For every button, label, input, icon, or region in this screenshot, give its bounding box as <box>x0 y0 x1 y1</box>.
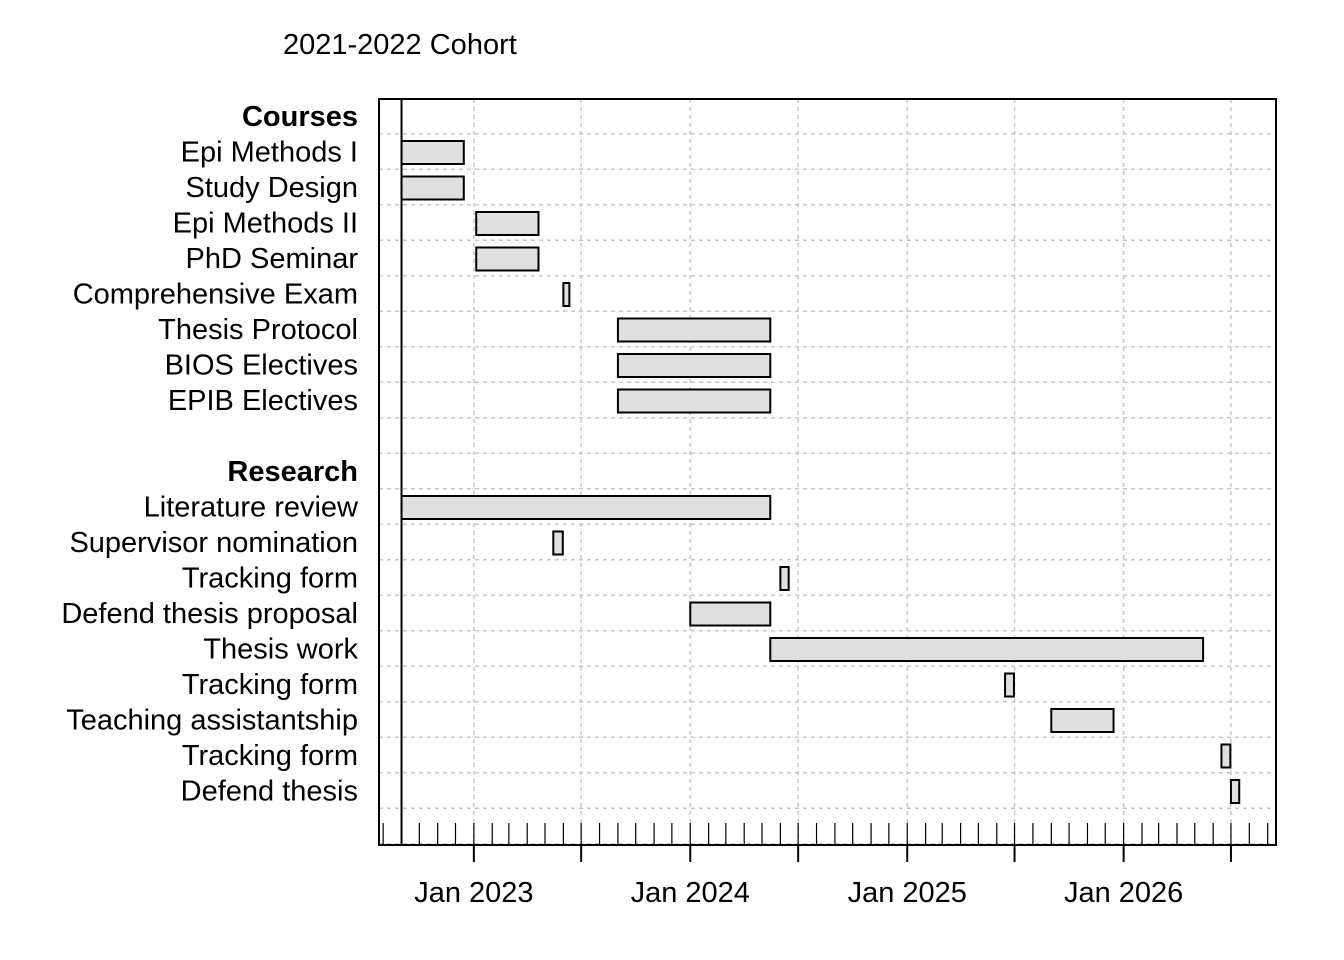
task-label: Thesis Protocol <box>158 314 358 346</box>
task-label: Thesis work <box>203 634 358 666</box>
task-label: Comprehensive Exam <box>73 279 358 311</box>
task-bar <box>769 637 1205 662</box>
plot-frame <box>378 98 1277 846</box>
task-bar <box>400 140 465 165</box>
task-bar <box>1050 708 1115 733</box>
task-label: Epi Methods II <box>173 208 358 240</box>
task-label: Defend thesis <box>181 776 358 808</box>
task-label: PhD Seminar <box>186 243 359 275</box>
task-bar <box>1220 743 1232 769</box>
task-bar <box>475 246 540 272</box>
task-label: Defend thesis proposal <box>61 598 358 630</box>
task-bar <box>689 601 772 627</box>
task-bar <box>400 495 772 520</box>
task-label: BIOS Electives <box>165 350 358 382</box>
task-bars <box>400 140 1241 804</box>
x-tick-label: Jan 2025 <box>848 877 967 909</box>
task-label: Literature review <box>144 492 359 524</box>
x-tick-label: Jan 2023 <box>414 877 533 909</box>
x-axis: Jan 2023 Jan 2024 Jan 2025 Jan 2026 <box>382 823 1269 909</box>
task-label: Teaching assistantship <box>66 705 358 737</box>
task-bar <box>616 388 772 414</box>
task-label: Study Design <box>186 172 359 204</box>
task-bar <box>1229 779 1241 804</box>
task-bar <box>552 530 564 556</box>
task-label: Supervisor nomination <box>69 527 358 559</box>
task-bar <box>779 566 790 591</box>
task-bar <box>562 282 571 307</box>
group-label: Courses <box>242 101 358 133</box>
task-bar <box>616 353 772 378</box>
group-label: Research <box>227 456 358 488</box>
task-label: Tracking form <box>182 669 358 701</box>
chart-title: 2021-2022 Cohort <box>283 29 517 61</box>
task-label: Epi Methods I <box>181 137 358 169</box>
task-label: Tracking form <box>182 563 358 595</box>
x-tick-label: Jan 2024 <box>631 877 750 909</box>
task-label: Tracking form <box>182 740 358 772</box>
task-bar <box>400 175 465 201</box>
task-bar <box>1004 672 1015 698</box>
grid-lines <box>379 99 1276 845</box>
x-tick-label: Jan 2026 <box>1064 877 1183 909</box>
task-bar <box>475 211 540 236</box>
task-label: EPIB Electives <box>168 385 358 417</box>
task-bar <box>616 317 772 343</box>
